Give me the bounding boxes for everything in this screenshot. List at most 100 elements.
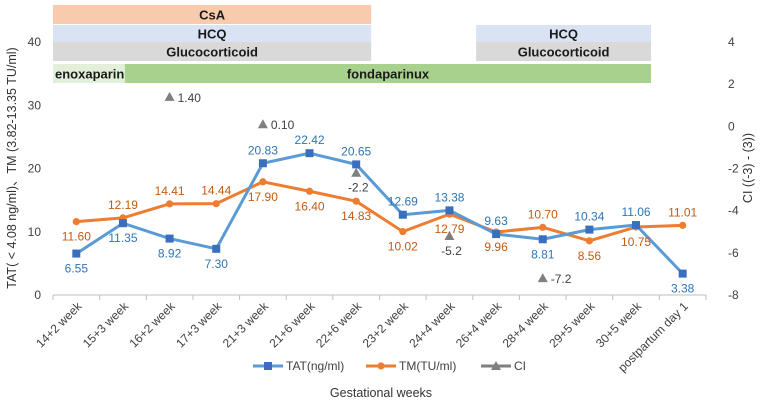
tm-data-label: 10.75 — [621, 235, 651, 249]
y-right-tick-label: -8 — [728, 288, 739, 302]
treatment-band — [476, 25, 652, 42]
tm-point — [539, 223, 547, 231]
tat-point — [72, 249, 81, 258]
legend: TAT(ng/ml) TM(TU/ml) CI — [253, 359, 526, 373]
data-labels: 6.55 11.35 8.92 7.30 20.83 22.42 20.65 12.69 13.… — [62, 91, 698, 296]
treatment-band — [53, 5, 372, 24]
tm-point — [679, 221, 687, 229]
x-tick-label: 14+2 week — [33, 299, 85, 351]
tat-data-label: 22.42 — [295, 133, 325, 147]
tm-point — [399, 228, 407, 236]
x-tick-label: 21+6 week — [266, 299, 318, 351]
treatment-band-label: enoxaparin — [55, 67, 124, 82]
tat-data-label: 20.83 — [248, 143, 278, 157]
tm-data-label: 16.40 — [295, 199, 325, 213]
series-layer — [72, 91, 687, 283]
ci-point — [537, 273, 548, 283]
x-tick-label: 21+3 week — [220, 299, 272, 351]
ci-point — [351, 167, 362, 177]
tat-point — [585, 225, 594, 234]
ci-data-label: 0.10 — [271, 118, 295, 132]
tat-point — [165, 234, 174, 243]
x-tick-label: 16+2 week — [127, 299, 179, 351]
y-axis-left-title: TAT( < 4.08 ng/ml)、TM (3.82-13.35 TU/ml) — [5, 47, 19, 288]
tat-point — [118, 219, 127, 228]
tm-data-label: 12.79 — [434, 222, 464, 236]
tm-data-label: 11.60 — [62, 230, 91, 244]
tat-data-label: 7.30 — [205, 257, 229, 271]
treatment-band — [53, 42, 372, 61]
tat-point — [445, 206, 454, 215]
ci-point — [257, 119, 268, 129]
tm-data-label: 9.96 — [484, 240, 508, 254]
tat-data-label: 20.65 — [341, 144, 371, 158]
treatment-band — [53, 25, 372, 42]
treatment-band-label: CsA — [199, 8, 226, 23]
ci-data-label: -7.2 — [551, 272, 572, 286]
treatment-band-label: HCQ — [198, 27, 227, 42]
x-tick-label: 15+3 week — [80, 299, 132, 351]
legend-label: TAT(ng/ml) — [286, 359, 344, 373]
tat-point — [632, 221, 641, 230]
x-tick-label: 17+3 week — [173, 299, 225, 351]
treatment-band-label: Glucocorticoid — [518, 45, 610, 60]
tm-data-label: 14.83 — [341, 209, 371, 223]
legend-marker — [264, 362, 272, 370]
tm-data-label: 12.19 — [108, 198, 138, 212]
tm-data-label: 10.70 — [528, 207, 558, 221]
x-tick-label: 24+4 week — [406, 299, 458, 351]
tat-series-line — [75, 151, 684, 275]
tat-point — [212, 244, 221, 253]
tat-data-label: 13.38 — [434, 190, 464, 204]
legend-label: CI — [514, 359, 526, 373]
tm-point — [585, 237, 593, 245]
treatment-band — [124, 64, 652, 83]
y-axis-right-title: CI ((-3) - (3)) — [741, 133, 755, 203]
treatment-band-label: HCQ — [549, 27, 578, 42]
tat-data-label: 9.63 — [484, 214, 508, 228]
treatment-band-label: Glucocorticoid — [166, 45, 258, 60]
y-left-tick-label: 40 — [28, 35, 42, 49]
y-right-tick-label: 0 — [728, 119, 735, 133]
y-left-tick-label: 20 — [28, 162, 42, 176]
legend-marker — [491, 361, 501, 370]
tat-data-label: 10.34 — [574, 210, 604, 224]
y-right-tick-label: -2 — [728, 162, 739, 176]
x-axis-title: Gestational weeks — [330, 386, 432, 400]
y-left-tick-label: 10 — [28, 225, 42, 239]
ci-data-label: 1.40 — [178, 91, 202, 105]
tat-point — [398, 210, 407, 219]
tm-point — [72, 218, 80, 226]
tat-point — [305, 149, 314, 158]
tat-data-label: 6.55 — [65, 262, 89, 276]
tat-data-label: 11.35 — [108, 231, 137, 245]
treatment-band-label: fondaparinux — [347, 67, 430, 82]
ci-point — [164, 91, 175, 101]
treatment-band — [53, 64, 125, 83]
x-tick-label: 28+4 week — [500, 299, 552, 351]
tm-data-label: 14.44 — [201, 184, 231, 198]
tm-data-label: 10.02 — [388, 240, 418, 254]
tm-data-label: 17.90 — [248, 190, 278, 204]
legend-label: TM(TU/ml) — [399, 359, 456, 373]
tat-data-label: 3.38 — [671, 282, 695, 296]
axis-layer: 0 10 20 30 40 -8 -6 -4 -2 0 2 4 — [28, 35, 739, 302]
y-right-tick-label: -4 — [728, 204, 739, 218]
tm-point — [166, 200, 174, 208]
tm-point — [259, 178, 267, 186]
tm-data-label: 8.56 — [578, 249, 602, 263]
tm-point — [352, 197, 360, 205]
tm-data-label: 11.01 — [668, 205, 697, 219]
tat-point — [678, 269, 687, 278]
tat-point — [538, 235, 547, 244]
ci-data-label: -2.2 — [348, 181, 369, 195]
y-left-tick-label: 0 — [34, 288, 41, 302]
tat-data-label: 11.06 — [621, 205, 650, 219]
tat-point — [258, 159, 267, 168]
y-right-tick-label: 4 — [728, 35, 735, 49]
tat-point — [352, 160, 361, 169]
tm-point — [212, 200, 220, 208]
y-left-tick-label: 30 — [28, 98, 42, 112]
